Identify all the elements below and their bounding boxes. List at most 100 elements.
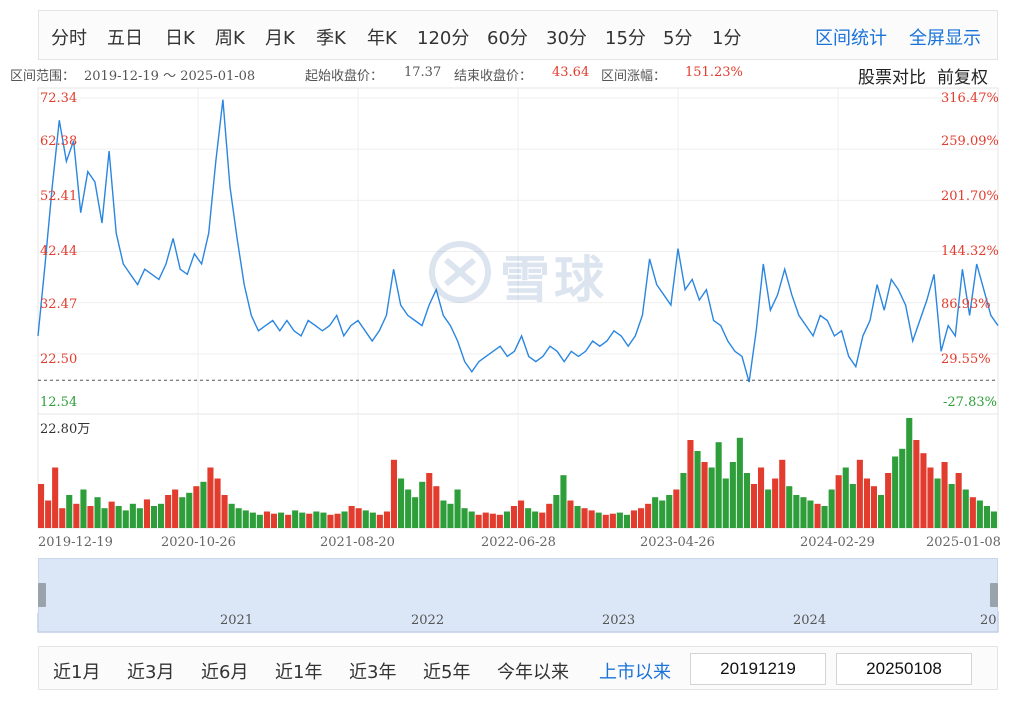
price-tick-label: 12.54 — [40, 395, 78, 410]
period-tab-yearly-k[interactable]: 年K — [367, 28, 397, 49]
period-tab-15min[interactable]: 15分 — [605, 28, 646, 49]
range-stats-bar: 区间范围： 2019-12-19 ～ 2025-01-08 起始收盘价： 17.… — [0, 60, 1024, 88]
volume-bar — [948, 484, 955, 528]
range-button-6m[interactable]: 近6月 — [201, 662, 249, 683]
volume-bar — [38, 484, 45, 528]
volume-bar — [779, 459, 786, 528]
fullscreen-button[interactable]: 全屏显示 — [909, 28, 981, 49]
volume-bar — [842, 467, 849, 528]
volume-bar — [193, 486, 200, 528]
end-close-value: 43.64 — [552, 65, 590, 80]
volume-bar — [447, 503, 454, 528]
volume-bar — [539, 512, 546, 528]
range-button-5y[interactable]: 近5年 — [423, 662, 471, 683]
volume-bar — [983, 506, 990, 528]
range-button-ytd[interactable]: 今年以来 — [497, 662, 569, 683]
volume-bar — [256, 514, 263, 528]
volume-bar — [976, 500, 983, 528]
volume-bar — [115, 506, 122, 528]
range-shortcut-bar: 近1月 近3月 近6月 近1年 近3年 近5年 今年以来 上市以来 — [38, 646, 998, 690]
range-stats-button[interactable]: 区间统计 — [815, 28, 887, 49]
percent-tick-label: -27.83% — [943, 395, 997, 410]
period-tab-weekly-k[interactable]: 周K — [215, 28, 245, 49]
change-value: 151.23% — [685, 65, 743, 80]
period-tab-five-day[interactable]: 五日 — [107, 28, 143, 49]
price-line — [37, 99, 999, 383]
volume-bar — [786, 486, 793, 528]
period-tab-timeshare[interactable]: 分时 — [51, 28, 87, 49]
volume-bar — [496, 514, 503, 528]
end-date-input[interactable] — [836, 653, 972, 685]
volume-bar — [362, 510, 369, 528]
end-close-label: 结束收盘价： — [454, 69, 533, 84]
date-tick-label: 2022-06-28 — [481, 535, 556, 550]
volume-bar — [835, 475, 842, 528]
range-button-1y[interactable]: 近1年 — [275, 662, 323, 683]
volume-bar — [376, 514, 383, 528]
volume-bar — [228, 503, 235, 528]
period-tab-quarterly-k[interactable]: 季K — [316, 28, 346, 49]
period-tab-30min[interactable]: 30分 — [546, 28, 587, 49]
navigator-right-handle[interactable] — [990, 583, 998, 607]
volume-bar — [673, 489, 680, 528]
range-button-since-listing[interactable]: 上市以来 — [599, 662, 671, 683]
volume-bars — [38, 418, 997, 528]
volume-bar — [899, 448, 906, 528]
percent-tick-label: 201.70% — [941, 189, 999, 204]
period-tab-5min[interactable]: 5分 — [663, 28, 693, 49]
adjust-mode-button[interactable]: 前复权 — [937, 68, 988, 88]
period-tab-1min[interactable]: 1分 — [712, 28, 742, 49]
period-toolbar: 分时 五日 日K 周K 月K 季K 年K 120分 60分 30分 15分 5分… — [38, 10, 998, 60]
period-tab-daily-k[interactable]: 日K — [165, 28, 195, 49]
start-close-value: 17.37 — [404, 65, 442, 80]
volume-bar — [892, 456, 899, 528]
volume-bar — [828, 489, 835, 528]
volume-bar — [186, 492, 193, 528]
volume-bar — [278, 512, 285, 528]
percent-tick-label: 29.55% — [941, 352, 991, 367]
date-tick-label: 2025-01-08 — [926, 535, 1001, 550]
volume-bar — [856, 459, 863, 528]
volume-bar — [200, 481, 207, 528]
navigator-year-label: 2024 — [793, 613, 827, 628]
volume-bar — [468, 511, 475, 528]
range-button-3m[interactable]: 近3月 — [127, 662, 175, 683]
volume-bar — [503, 511, 510, 528]
range-label: 区间范围： — [10, 69, 76, 84]
volume-bar — [150, 506, 157, 528]
navigator-year-label: 2023 — [602, 613, 636, 628]
volume-bar — [489, 513, 496, 528]
volume-bar — [941, 462, 948, 528]
navigator-year-label: 2022 — [411, 613, 445, 628]
volume-bar — [588, 510, 595, 528]
price-tick-label: 52.41 — [40, 189, 78, 204]
volume-bar — [602, 514, 609, 528]
date-tick-label: 2020-10-26 — [161, 535, 236, 550]
volume-bar — [334, 513, 341, 528]
volume-bar — [962, 489, 969, 528]
volume-bar — [129, 503, 136, 528]
volume-bar — [969, 497, 976, 528]
volume-bar — [412, 497, 419, 528]
period-tab-120min[interactable]: 120分 — [417, 28, 470, 49]
volume-bar — [885, 473, 892, 528]
volume-bar — [595, 512, 602, 528]
start-date-input[interactable] — [690, 653, 826, 685]
volume-bar — [729, 462, 736, 528]
volume-bar — [143, 499, 150, 528]
range-button-1m[interactable]: 近1月 — [53, 662, 101, 683]
volume-bar — [179, 497, 186, 528]
range-button-3y[interactable]: 近3年 — [349, 662, 397, 683]
volume-bar — [807, 500, 814, 528]
volume-bar — [878, 495, 885, 528]
volume-bar — [440, 500, 447, 528]
navigator-left-handle[interactable] — [38, 583, 46, 607]
volume-bar — [772, 478, 779, 528]
volume-bar — [390, 459, 397, 528]
range-navigator[interactable] — [38, 558, 998, 632]
volume-bar — [475, 514, 482, 528]
period-tab-60min[interactable]: 60分 — [487, 28, 528, 49]
volume-bar — [426, 473, 433, 528]
stock-compare-button[interactable]: 股票对比 — [858, 68, 926, 88]
period-tab-monthly-k[interactable]: 月K — [265, 28, 295, 49]
